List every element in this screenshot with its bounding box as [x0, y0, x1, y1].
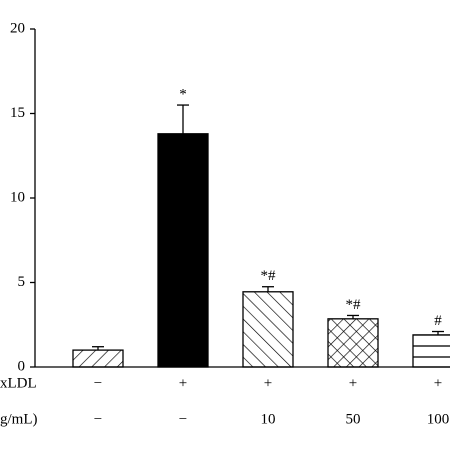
- row-value: +: [264, 375, 272, 391]
- y-tick-label: 10: [10, 189, 25, 205]
- y-tick-label: 5: [18, 274, 26, 290]
- row-label: xLDL: [0, 375, 37, 391]
- y-tick-label: 20: [10, 20, 25, 36]
- bar: [242, 291, 294, 368]
- row-value: 10: [261, 411, 276, 427]
- significance-label: *#: [346, 297, 362, 313]
- y-tick-label: 0: [18, 358, 26, 374]
- y-tick-label: 15: [10, 105, 25, 121]
- row-value: +: [434, 375, 442, 391]
- significance-label: #: [434, 313, 442, 329]
- row-value: 100: [427, 411, 450, 427]
- bar: [157, 133, 209, 368]
- row-label: g/mL): [0, 411, 38, 427]
- row-value: −: [94, 375, 102, 391]
- row-value: −: [94, 411, 102, 427]
- row-value: +: [179, 375, 187, 391]
- row-value: −: [179, 411, 187, 427]
- bar: [72, 349, 124, 368]
- significance-label: *#: [261, 268, 277, 284]
- bar: [327, 318, 379, 368]
- row-value: +: [349, 375, 357, 391]
- bar: [412, 334, 450, 368]
- significance-label: *: [179, 86, 187, 102]
- row-value: 50: [346, 411, 361, 427]
